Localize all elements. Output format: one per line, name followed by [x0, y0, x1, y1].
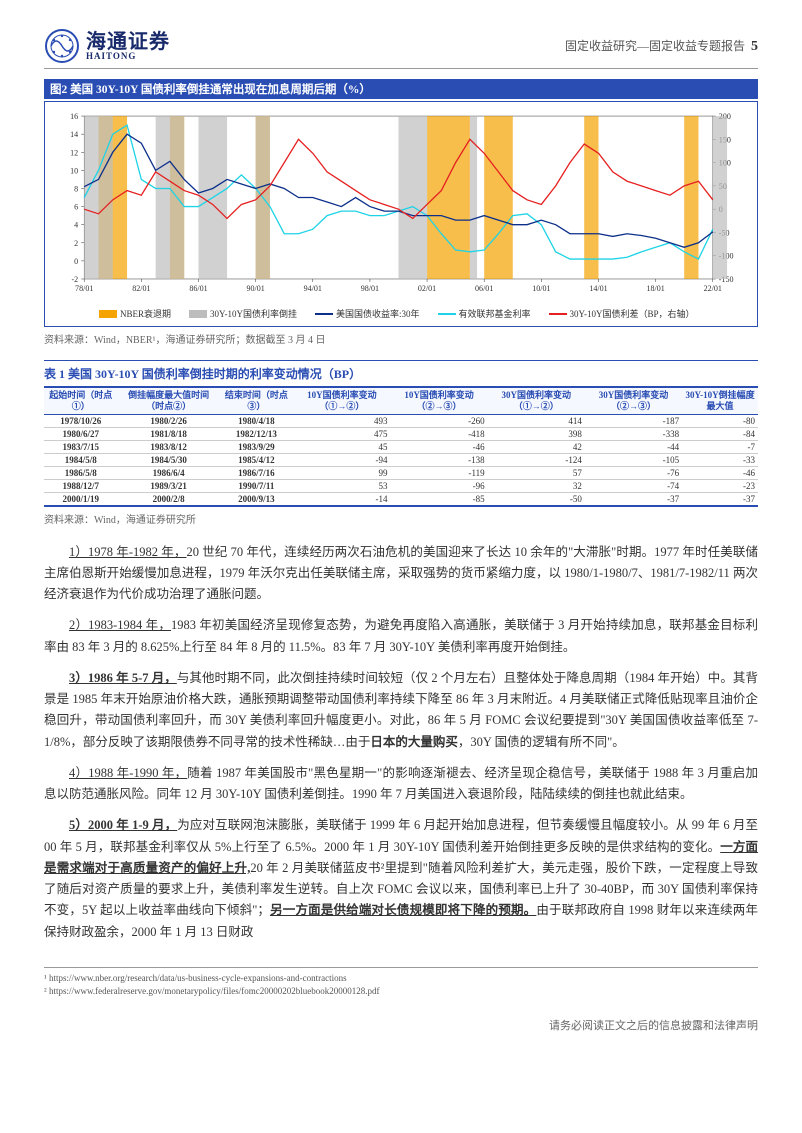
p1-lead: 1）1978 年-1982 年， [69, 545, 186, 559]
para-2: 2）1983-1984 年，1983 年初美国经济呈现修复态势，为避免再度陷入高… [44, 615, 758, 658]
svg-text:12: 12 [70, 148, 78, 157]
page-footer: 请务必阅读正文之后的信息披露和法律声明 [44, 1017, 758, 1033]
svg-text:2: 2 [74, 239, 78, 248]
svg-text:-2: -2 [71, 275, 78, 284]
p5-u2: 另一方面是供给端对长债规模即将下降的预期。 [270, 903, 536, 917]
logo-text-cn: 海通证券 [86, 32, 170, 52]
svg-text:06/01: 06/01 [475, 284, 493, 293]
table-row: 2000/1/192000/2/82000/9/13-14-85-50-37-3… [44, 492, 758, 506]
fig2-legend: NBER衰退期30Y-10Y国债利率倒挂美国国债收益率:30年有效联邦基金利率3… [49, 307, 753, 324]
table-header: 10Y国债利率变动（①→②） [293, 387, 390, 414]
p2-lead: 2）1983-1984 年， [69, 618, 171, 632]
svg-text:16: 16 [70, 112, 78, 121]
svg-text:6: 6 [74, 203, 78, 212]
footnote-2: ² https://www.federalreserve.gov/monetar… [44, 985, 758, 998]
svg-text:98/01: 98/01 [361, 284, 379, 293]
svg-text:22/01: 22/01 [704, 284, 722, 293]
haitong-logo-icon [44, 28, 80, 64]
table-row: 1988/12/71989/3/211990/7/1153-9632-74-23 [44, 479, 758, 492]
svg-text:10: 10 [70, 166, 78, 175]
fig2-chart: -20246810121416-150-100-5005010015020078… [44, 101, 758, 327]
table1: 起始时间（时点①）倒挂幅度最大值时间（时点②）结束时间（时点③）10Y国债利率变… [44, 386, 758, 507]
table-row: 1980/6/271981/8/181982/12/13475-418398-3… [44, 427, 758, 440]
p4-lead: 4）1988 年-1990 年， [69, 766, 187, 780]
p3-lead: 3）1986 年 5-7 月， [69, 671, 177, 685]
fig2-source: 资料来源：Wind，NBER¹，海通证券研究所；数据截至 3 月 4 日 [44, 331, 758, 346]
table-row: 1983/7/151983/8/121983/9/2945-4642-44-7 [44, 440, 758, 453]
table-row: 1986/5/81986/6/41986/7/1699-11957-76-46 [44, 466, 758, 479]
svg-text:94/01: 94/01 [304, 284, 322, 293]
page-number: 5 [751, 39, 758, 54]
svg-text:90/01: 90/01 [246, 284, 264, 293]
header-right: 固定收益研究—固定收益专题报告 5 [565, 37, 758, 55]
footnote-1: ¹ https://www.nber.org/research/data/us-… [44, 972, 758, 985]
svg-text:4: 4 [74, 221, 78, 230]
svg-text:0: 0 [74, 257, 78, 266]
para-4: 4）1988 年-1990 年，随着 1987 年美国股市"黑色星期一"的影响逐… [44, 763, 758, 806]
p3-bold: 日本的大量购买 [370, 735, 458, 749]
svg-text:8: 8 [74, 184, 78, 193]
table1-title: 表 1 美国 30Y-10Y 国债利率倒挂时期的利率变动情况（BP） [44, 360, 758, 382]
fig2-title: 图2 美国 30Y-10Y 国债利率倒挂通常出现在加息周期后期（%） [44, 79, 758, 99]
svg-text:78/01: 78/01 [75, 284, 93, 293]
footnotes: ¹ https://www.nber.org/research/data/us-… [44, 967, 758, 997]
svg-text:82/01: 82/01 [132, 284, 150, 293]
table1-source: 资料来源：Wind，海通证券研究所 [44, 511, 758, 526]
table-header: 30Y国债利率变动（②→③） [585, 387, 682, 414]
body-text: 1）1978 年-1982 年，20 世纪 70 年代，连续经历两次石油危机的美… [44, 542, 758, 943]
table-header: 结束时间（时点③） [220, 387, 294, 414]
table-header: 起始时间（时点①） [44, 387, 118, 414]
svg-text:14: 14 [70, 130, 78, 139]
table-header: 30Y-10Y倒挂幅度最大值 [682, 387, 758, 414]
logo: 海通证券 HAITONG [44, 28, 170, 64]
doc-category: 固定收益研究—固定收益专题报告 [565, 39, 745, 53]
para-1: 1）1978 年-1982 年，20 世纪 70 年代，连续经历两次石油危机的美… [44, 542, 758, 606]
table-row: 1984/5/81984/5/301985/4/12-94-138-124-10… [44, 453, 758, 466]
logo-text-en: HAITONG [86, 52, 170, 61]
svg-text:18/01: 18/01 [646, 284, 664, 293]
p5-lead: 5）2000 年 1-9 月， [69, 818, 177, 832]
para-3: 3）1986 年 5-7 月，与其他时期不同，此次倒挂持续时间较短（仅 2 个月… [44, 668, 758, 753]
para-5: 5）2000 年 1-9 月，为应对互联网泡沫膨胀，美联储于 1999 年 6 … [44, 815, 758, 943]
table-header: 倒挂幅度最大值时间（时点②） [118, 387, 220, 414]
p3b: ，30Y 国债的逻辑有所不同"。 [458, 735, 625, 749]
table-header: 10Y国债利率变动（②→③） [390, 387, 487, 414]
svg-text:14/01: 14/01 [589, 284, 607, 293]
table-row: 1978/10/261980/2/261980/4/18493-260414-1… [44, 414, 758, 427]
table-header: 30Y国债利率变动（①→②） [488, 387, 585, 414]
svg-text:86/01: 86/01 [189, 284, 207, 293]
page-header: 海通证券 HAITONG 固定收益研究—固定收益专题报告 5 [44, 28, 758, 69]
svg-text:10/01: 10/01 [532, 284, 550, 293]
svg-text:02/01: 02/01 [418, 284, 436, 293]
